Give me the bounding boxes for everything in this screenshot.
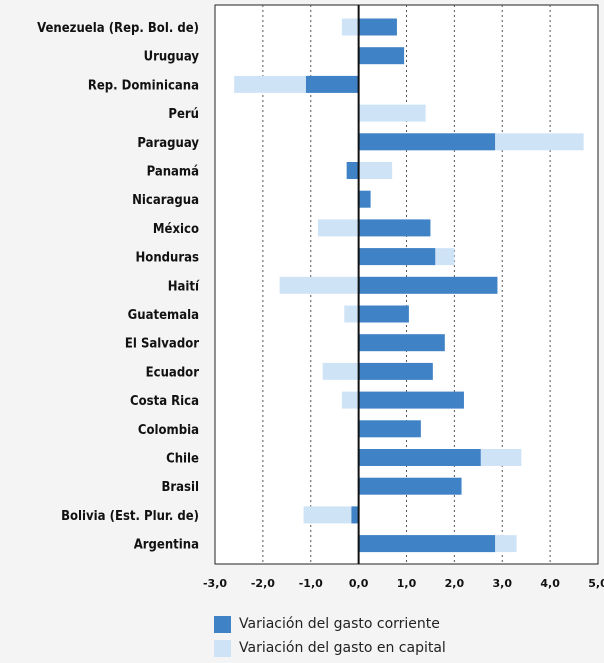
legend-swatch-capital [214, 639, 231, 657]
category-label: Argentina [134, 538, 199, 553]
bar-corriente [358, 362, 433, 380]
category-label: Honduras [136, 251, 200, 266]
category-label: Brasil [161, 480, 199, 495]
x-tick-label: 2,0 [445, 577, 465, 590]
bar-chart: Venezuela (Rep. Bol. de) Uruguay Rep. Domi… [37, 4, 604, 590]
bar-capital [303, 506, 359, 524]
bar-corriente [351, 506, 359, 524]
bar-capital [341, 18, 359, 36]
category-label: Rep. Dominicana [88, 78, 199, 93]
x-tick-label: -2,0 [251, 577, 275, 590]
legend: Variación del gasto corriente Variación … [214, 612, 446, 660]
bar-capital [358, 104, 426, 122]
category-label: Haití [168, 279, 200, 294]
x-tick-label: 3,0 [493, 577, 513, 590]
category-label: Costa Rica [130, 394, 199, 409]
category-label: Colombia [138, 423, 199, 438]
bar-corriente [358, 334, 445, 352]
category-label: Nicaragua [132, 193, 199, 208]
bar-capital [358, 162, 393, 179]
x-tick-labels: -3,0 -2,0 -1,0 0,0 1,0 2,0 3,0 4,0 5,0 [203, 577, 604, 590]
legend-swatch-corriente [214, 615, 231, 633]
bar-corriente [358, 449, 481, 466]
bar-capital [344, 305, 359, 323]
bar-corriente [358, 18, 397, 36]
bar-corriente [358, 47, 405, 65]
grid-lines [262, 5, 551, 564]
bar-capital [279, 276, 359, 294]
legend-label-corriente: Variación del gasto corriente [239, 616, 440, 632]
category-label: Ecuador [146, 365, 200, 380]
category-label: El Salvador [125, 337, 199, 352]
legend-label-capital: Variación del gasto en capital [239, 640, 446, 656]
bar-corriente [358, 276, 498, 294]
x-tick-label: -3,0 [203, 577, 227, 590]
category-labels: Venezuela (Rep. Bol. de) Uruguay Rep. Domi… [37, 21, 200, 553]
bar-corriente [358, 248, 436, 266]
x-tick-label: -1,0 [299, 577, 323, 590]
category-label: Panamá [147, 165, 199, 180]
bar-corriente [358, 391, 464, 409]
x-tick-label: 5,0 [588, 577, 604, 590]
bar-capital [322, 362, 359, 380]
bar-corriente [358, 305, 409, 323]
category-label: Paraguay [137, 136, 199, 151]
bar-corriente [346, 162, 359, 179]
category-label: Chile [166, 452, 199, 467]
bar-corriente [358, 133, 496, 151]
legend-item-capital: Variación del gasto en capital [214, 636, 446, 660]
bar-capital [341, 391, 359, 409]
bar-corriente [305, 75, 359, 93]
category-label: Bolivia (Est. Plur. de) [61, 509, 199, 524]
category-label: Venezuela (Rep. Bol. de) [37, 21, 199, 36]
x-tick-label: 0,0 [349, 577, 369, 590]
category-label: Guatemala [128, 308, 199, 323]
category-label: Uruguay [144, 50, 200, 65]
category-label: Perú [168, 107, 199, 122]
bar-corriente [358, 420, 421, 438]
bar-capital [317, 219, 359, 237]
bar-corriente [358, 535, 496, 553]
legend-item-corriente: Variación del gasto corriente [214, 612, 446, 636]
bar-corriente [358, 190, 371, 208]
bars-group [234, 18, 584, 553]
category-label: México [153, 222, 199, 237]
bar-corriente [358, 219, 431, 237]
bar-corriente [358, 477, 462, 495]
x-tick-label: 4,0 [540, 577, 560, 590]
x-tick-label: 1,0 [397, 577, 417, 590]
